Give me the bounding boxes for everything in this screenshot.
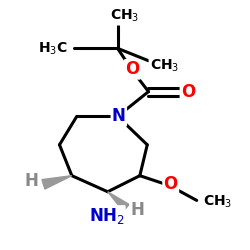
Text: CH$_3$: CH$_3$ xyxy=(203,194,232,210)
Polygon shape xyxy=(42,176,72,189)
Text: O: O xyxy=(181,82,195,100)
Text: O: O xyxy=(164,175,178,193)
Text: N: N xyxy=(112,107,126,125)
Polygon shape xyxy=(108,192,129,211)
Text: O: O xyxy=(125,60,140,78)
Text: H$_3$C: H$_3$C xyxy=(38,40,68,56)
Text: NH$_2$: NH$_2$ xyxy=(88,206,124,227)
Text: CH$_3$: CH$_3$ xyxy=(110,8,140,24)
Text: CH$_3$: CH$_3$ xyxy=(150,58,179,74)
Text: H: H xyxy=(24,172,38,190)
Text: H: H xyxy=(131,201,144,219)
